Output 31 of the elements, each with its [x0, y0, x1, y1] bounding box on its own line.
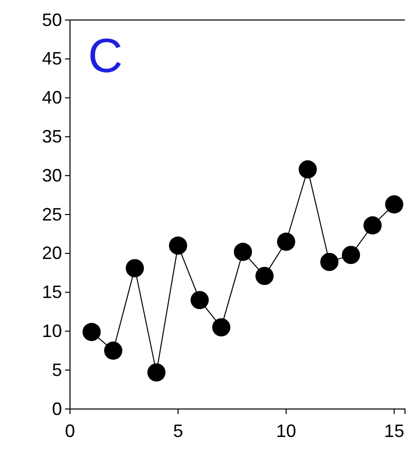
point — [212, 318, 230, 336]
point — [320, 252, 338, 272]
y-tick-label: 45 — [42, 48, 62, 69]
y-tick-label: 10 — [42, 320, 62, 341]
point — [82, 322, 101, 342]
y-tick-label: 0 — [52, 398, 62, 419]
x-tick-label: 10 — [276, 420, 296, 441]
y-tick-label: 35 — [42, 126, 62, 146]
point — [126, 259, 144, 278]
point — [168, 236, 188, 255]
point — [385, 195, 404, 214]
annotation: C — [88, 30, 123, 83]
y-tick-label: 50 — [42, 10, 62, 30]
x-tick-label: 0 — [64, 420, 76, 441]
point — [363, 216, 382, 234]
x-tick-label: 15 — [384, 420, 404, 441]
y-tick-label: 40 — [42, 88, 62, 108]
point — [190, 291, 209, 310]
y-tick-label: 5 — [52, 360, 62, 380]
y-tick-label: 20 — [42, 243, 62, 264]
point — [234, 242, 252, 261]
point — [147, 363, 166, 382]
point — [298, 160, 317, 178]
x-tick-label: 5 — [173, 420, 184, 441]
y-tick-label: 25 — [42, 204, 62, 224]
point — [342, 246, 360, 264]
point — [277, 232, 296, 251]
y-tick-label: 15 — [42, 282, 62, 302]
point — [104, 342, 122, 360]
y-tick-label: 30 — [42, 165, 62, 186]
point — [255, 266, 274, 286]
